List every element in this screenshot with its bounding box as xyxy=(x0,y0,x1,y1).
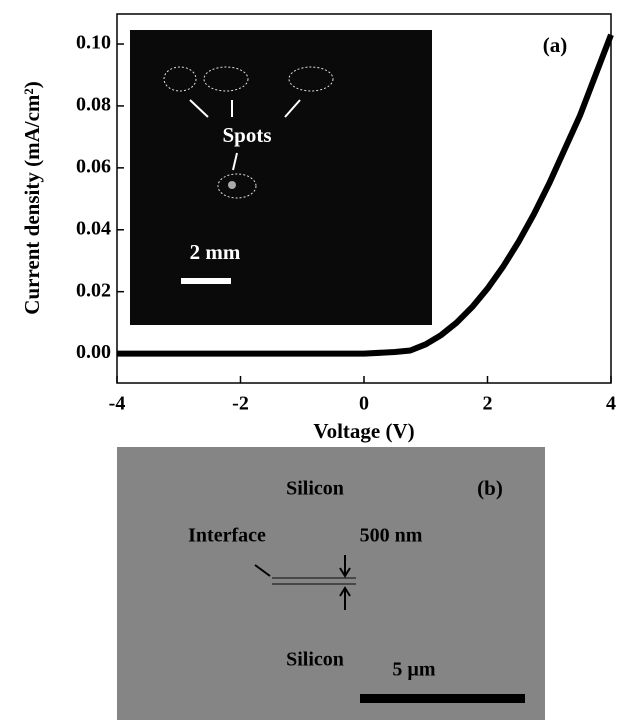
thickness-label: 500 nm xyxy=(360,525,423,547)
inset-annotation: Spots xyxy=(222,123,271,147)
x-tick-label: 4 xyxy=(606,393,616,415)
y-axis-title: Current density (mA/cm²) xyxy=(20,81,44,314)
layer-label: Silicon xyxy=(286,478,344,500)
y-tick-label: 0.10 xyxy=(76,32,111,54)
spot xyxy=(228,181,236,189)
inset: Spots 2 mm xyxy=(130,30,432,325)
panel-label: (b) xyxy=(477,476,503,500)
scale-bar xyxy=(360,694,525,703)
panel-label: (a) xyxy=(543,33,568,57)
y-tick-label: 0.06 xyxy=(76,155,111,177)
inset-scale-label: 2 mm xyxy=(190,240,241,264)
scale-label: 5 µm xyxy=(392,659,436,681)
x-tick-label: 0 xyxy=(359,393,369,415)
x-tick-label: -4 xyxy=(109,393,126,415)
x-axis-title: Voltage (V) xyxy=(313,419,414,443)
figure: Spots 2 mm (a) Voltage (V) Current densi… xyxy=(0,0,619,720)
inset-scale-bar xyxy=(181,278,231,284)
inset-photo xyxy=(130,30,432,325)
interface-label: Interface xyxy=(188,525,266,547)
x-tick-label: 2 xyxy=(483,393,493,415)
y-tick-label: 0.04 xyxy=(76,217,111,239)
panel-b: Silicon (b) Interface 500 nm Silicon 5 µ… xyxy=(117,447,545,720)
y-tick-label: 0.08 xyxy=(76,94,111,116)
y-tick-label: 0.00 xyxy=(76,341,111,363)
x-tick-label: -2 xyxy=(232,393,249,415)
layer-label: Silicon xyxy=(286,649,344,671)
y-tick-label: 0.02 xyxy=(76,279,111,301)
